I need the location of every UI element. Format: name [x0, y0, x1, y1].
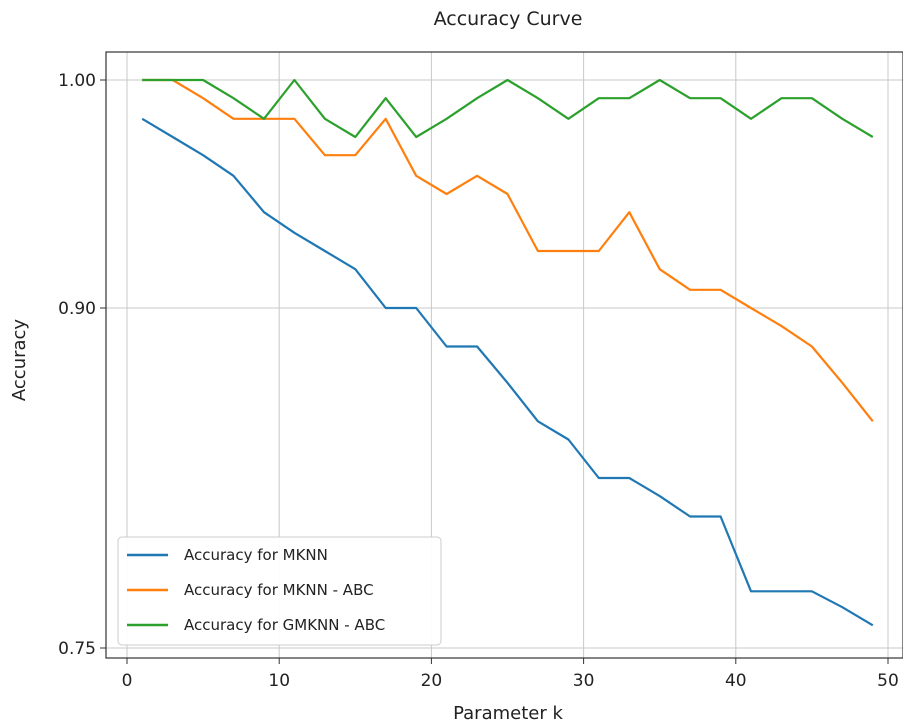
axis-ticks: 0 10 20 30 40 50 0.75 0.90 1.00	[58, 71, 899, 691]
x-tick-label: 10	[268, 671, 290, 691]
x-tick-label: 0	[122, 671, 133, 691]
legend-label: Accuracy for MKNN	[184, 546, 328, 564]
legend: Accuracy for MKNN Accuracy for MKNN - ABC…	[117, 536, 442, 646]
x-tick-label: 40	[725, 671, 747, 691]
series-lines	[141, 78, 874, 627]
chart-title: Accuracy Curve	[434, 8, 583, 30]
x-tick-label: 20	[421, 671, 443, 691]
series-line	[142, 78, 874, 139]
y-axis-label: Accuracy	[9, 319, 30, 402]
y-tick-label: 1.00	[58, 71, 96, 91]
x-tick-label: 30	[573, 671, 595, 691]
x-axis-label: Parameter k	[453, 703, 563, 724]
plot-frame	[105, 51, 903, 659]
legend-box	[117, 536, 442, 646]
series-line	[141, 117, 874, 627]
y-tick-label: 0.75	[58, 639, 96, 659]
grid	[106, 52, 903, 658]
series-line	[142, 78, 874, 422]
legend-entries: Accuracy for MKNN Accuracy for MKNN - ABC…	[127, 546, 385, 634]
legend-label: Accuracy for GMKNN - ABC	[184, 616, 385, 634]
y-tick-label: 0.90	[58, 299, 96, 319]
x-tick-label: 50	[877, 671, 899, 691]
legend-label: Accuracy for MKNN - ABC	[184, 581, 374, 599]
